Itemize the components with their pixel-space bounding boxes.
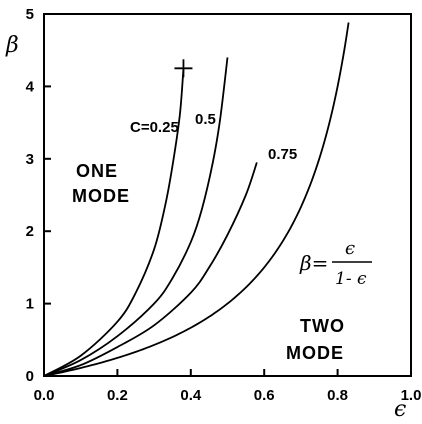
y-tick-label: 0 [26,368,34,385]
series-label-075: 0.75 [268,146,297,163]
x-tick-label: 0.4 [180,387,202,404]
curve-formula [43,22,350,377]
x-tick-label: 0.8 [327,387,348,404]
tick-labels: 0.0 0.2 0.4 0.6 0.8 1.0 0 1 2 3 4 5 [26,6,422,404]
series-label-05: 0.5 [195,111,216,128]
y-tick-label: 3 [26,151,34,168]
curves [43,22,350,377]
two-mode-label-line1: TWO [300,316,345,336]
formula-numerator: ϵ [345,238,355,259]
ticks [43,13,412,377]
one-mode-label-line2: MODE [72,186,130,206]
point-marker [174,59,193,78]
two-mode-label-line2: MODE [286,343,344,363]
y-tick-label: 1 [26,296,34,313]
series-label-c025: C=0.25 [130,119,179,136]
y-tick-label: 4 [26,78,35,95]
x-tick-label: 0.6 [254,387,275,404]
y-tick-label: 5 [26,6,34,23]
curve-c05 [43,57,229,377]
formula-annotation: β= ϵ 1- ϵ [299,238,372,289]
curve-c075 [43,162,258,377]
formula-lhs: β= [299,251,328,275]
plot-frame [43,13,412,377]
curve-c025 [43,68,185,377]
one-mode-label-line1: ONE [76,161,118,181]
x-tick-label: 0.0 [34,387,55,404]
y-axis-label: β [5,33,19,58]
x-axis-label: ϵ [394,397,406,422]
y-tick-label: 2 [26,223,34,240]
x-tick-label: 1.0 [401,387,422,404]
x-tick-label: 0.2 [107,387,128,404]
formula-denominator: 1- ϵ [335,269,367,289]
